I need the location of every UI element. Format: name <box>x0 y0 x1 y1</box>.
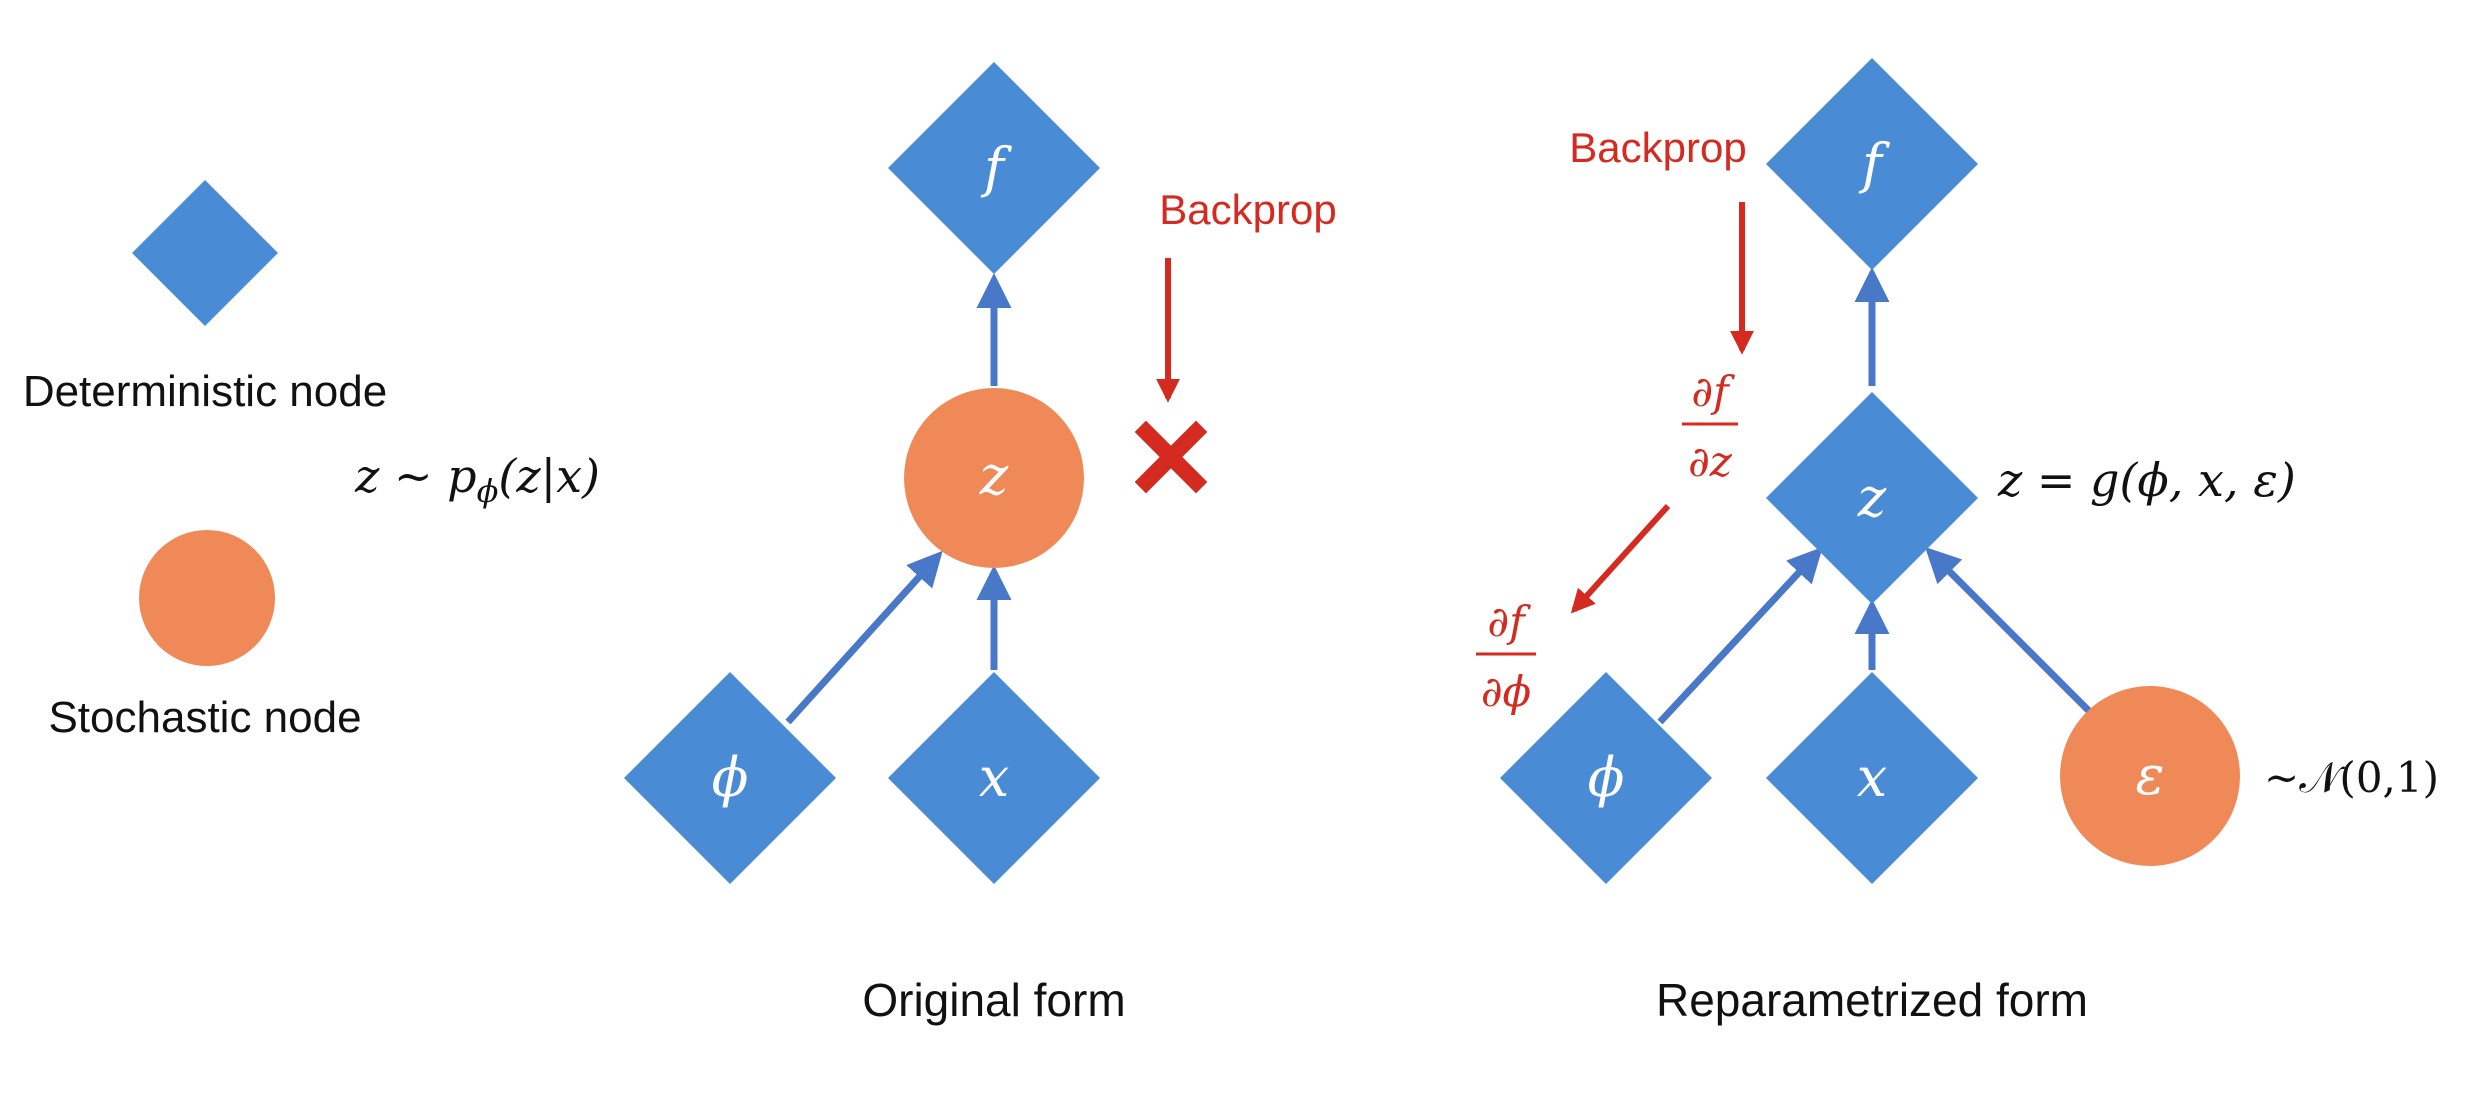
phi-node: ϕ <box>624 672 836 884</box>
legend: Deterministic node Stochastic node <box>23 180 387 742</box>
edge-phi-to-z <box>785 550 943 725</box>
x-node: x <box>888 672 1100 884</box>
x-node-label: x <box>979 746 1009 809</box>
stochastic-node-legend-icon <box>139 530 275 666</box>
phi-node: ϕ <box>1500 672 1712 884</box>
epsilon-node-label: ε <box>2136 744 2165 807</box>
phi-node-label: ϕ <box>1588 746 1625 809</box>
original-form: f z ϕ x z ~ pϕ(z|x) Backprop Original fo… <box>354 62 1337 1026</box>
x-node: x <box>1766 672 1978 884</box>
grad-f-wrt-z: ∂f ∂z <box>1682 367 1738 486</box>
z-function-label: z = g(ϕ, x, ε) <box>1997 453 2296 507</box>
backprop-arrow-diagonal <box>1570 503 1671 614</box>
z-node-label: z <box>1857 466 1887 529</box>
original-form-caption: Original form <box>862 974 1125 1026</box>
backprop-label: Backprop <box>1159 186 1336 233</box>
phi-node-label: ϕ <box>712 746 749 809</box>
x-node-label: x <box>1857 746 1887 809</box>
backprop-label: Backprop <box>1569 124 1746 171</box>
reparametrized-form-caption: Reparametrized form <box>1656 974 2088 1026</box>
grad-z-denominator: ∂z <box>1688 437 1733 486</box>
grad-z-numerator: ∂f <box>1691 367 1735 416</box>
deterministic-node-legend-icon <box>132 180 278 326</box>
epsilon-node: ε <box>2060 686 2240 866</box>
reparametrized-form: f z ϕ x ε z = g(ϕ, x, ε) ~𝒩(0,1) Backpro… <box>1476 58 2439 1026</box>
f-node: f <box>1766 58 1978 270</box>
deterministic-node-label: Deterministic node <box>23 367 387 416</box>
edge-eps-to-z <box>1925 547 2093 715</box>
grad-f-wrt-phi: ∂f ∂ϕ <box>1476 597 1536 716</box>
z-node-label: z <box>979 444 1009 507</box>
blocked-x-icon <box>1134 420 1208 494</box>
grad-phi-denominator: ∂ϕ <box>1481 667 1531 716</box>
z-node: z <box>1766 392 1978 604</box>
f-node: f <box>888 62 1100 274</box>
edge-phi-to-z <box>1657 546 1823 725</box>
z-distribution-label: z ~ pϕ(z|x) <box>354 449 600 510</box>
stochastic-node-label: Stochastic node <box>48 693 361 742</box>
z-node: z <box>904 388 1084 568</box>
grad-phi-numerator: ∂f <box>1487 597 1531 646</box>
epsilon-distribution-label: ~𝒩(0,1) <box>2264 753 2439 802</box>
